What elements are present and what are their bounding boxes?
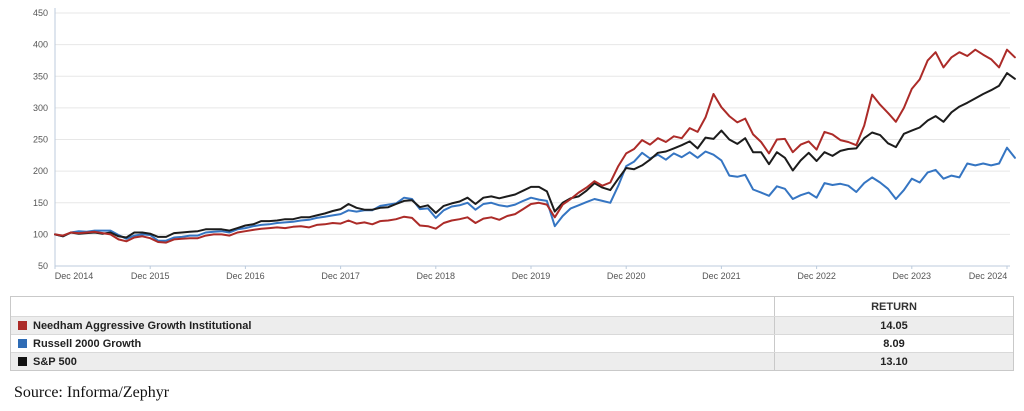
svg-text:250: 250 — [33, 135, 48, 145]
svg-text:450: 450 — [33, 8, 48, 18]
svg-text:Dec 2021: Dec 2021 — [702, 271, 741, 281]
svg-text:150: 150 — [33, 198, 48, 208]
svg-text:Dec 2020: Dec 2020 — [607, 271, 646, 281]
series-label: Russell 2000 Growth — [33, 337, 142, 350]
svg-text:Dec 2022: Dec 2022 — [797, 271, 836, 281]
table-row-needham: Needham Aggressive Growth Institutional … — [11, 316, 1013, 334]
svg-text:Dec 2017: Dec 2017 — [321, 271, 360, 281]
svg-text:Dec 2016: Dec 2016 — [226, 271, 265, 281]
returns-table-header-name — [11, 297, 774, 316]
series-label: S&P 500 — [33, 355, 77, 368]
svg-text:300: 300 — [33, 103, 48, 113]
svg-text:Dec 2015: Dec 2015 — [131, 271, 170, 281]
svg-text:200: 200 — [33, 166, 48, 176]
performance-chart: 450 400 350 300 250 200 150 100 50 Dec 2014 Dec 20… — [33, 8, 1016, 281]
svg-text:Dec 2019: Dec 2019 — [512, 271, 551, 281]
svg-text:100: 100 — [33, 229, 48, 239]
needham-return-value: 14.05 — [774, 317, 1013, 334]
russell-series-swatch — [18, 339, 27, 348]
svg-text:Dec 2024: Dec 2024 — [969, 271, 1008, 281]
returns-table-header-return: RETURN — [774, 297, 1013, 316]
table-row-sp500: S&P 500 13.10 — [11, 352, 1013, 370]
table-row-russell: Russell 2000 Growth 8.09 — [11, 334, 1013, 352]
svg-text:400: 400 — [33, 40, 48, 50]
sp500-return-value: 13.10 — [774, 353, 1013, 370]
svg-text:Dec 2018: Dec 2018 — [417, 271, 456, 281]
performance-chart-svg: 450 400 350 300 250 200 150 100 50 Dec 2014 Dec 20… — [33, 8, 1016, 281]
svg-text:Dec 2014: Dec 2014 — [55, 271, 94, 281]
svg-text:350: 350 — [33, 71, 48, 81]
sp500-series-swatch — [18, 357, 27, 366]
russell-return-value: 8.09 — [774, 335, 1013, 352]
svg-text:Dec 2023: Dec 2023 — [893, 271, 932, 281]
returns-table: RETURN Needham Aggressive Growth Institu… — [10, 296, 1014, 371]
returns-table-header-row: RETURN — [11, 297, 1013, 316]
needham-series-swatch — [18, 321, 27, 330]
svg-text:50: 50 — [38, 261, 48, 271]
series-label: Needham Aggressive Growth Institutional — [33, 319, 252, 332]
source-credit: Source: Informa/Zephyr — [14, 384, 170, 401]
